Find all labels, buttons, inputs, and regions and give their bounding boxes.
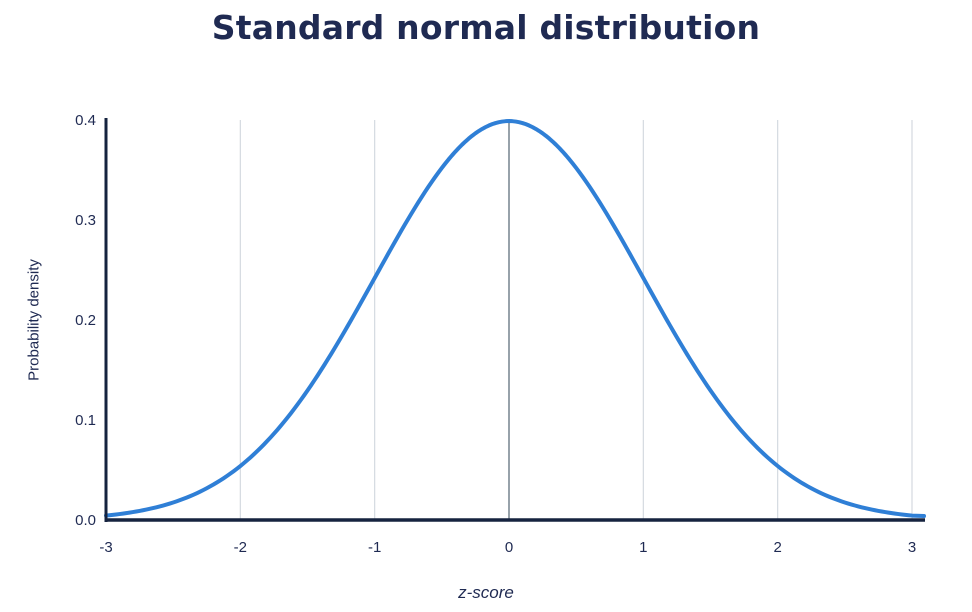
x-tick-label: 0: [505, 539, 513, 556]
tick-labels: -3 -2 -1 0 1 2 3 0.0 0.1 0.2 0.3 0.4: [75, 112, 916, 556]
x-tick-label: -3: [99, 539, 112, 556]
y-tick-label: 0.2: [75, 312, 96, 329]
y-tick-label: 0.3: [75, 212, 96, 229]
x-tick-label: 3: [908, 539, 916, 556]
x-tick-label: -1: [368, 539, 381, 556]
curve-layer: [104, 119, 926, 518]
y-tick-label: 0.4: [75, 112, 96, 129]
x-tick-label: 2: [773, 539, 781, 556]
x-tick-label: 1: [639, 539, 647, 556]
y-tick-label: 0.0: [75, 512, 96, 529]
y-tick-label: 0.1: [75, 412, 96, 429]
grid-lines: [239, 120, 913, 520]
x-axis-label: z-score: [458, 583, 514, 602]
x-tick-label: -2: [234, 539, 247, 556]
axes: [104, 118, 925, 522]
density-curve: [104, 119, 926, 518]
chart-title: Standard normal distribution: [211, 8, 761, 47]
